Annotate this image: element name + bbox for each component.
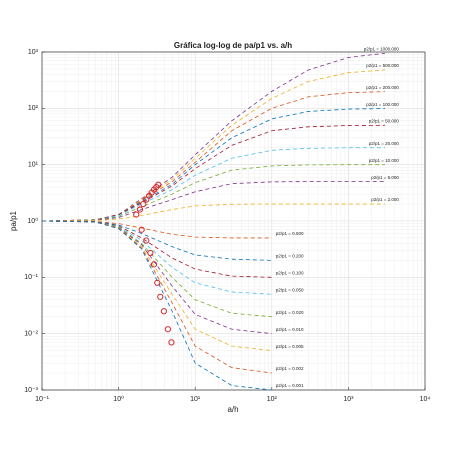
series-line bbox=[41, 203, 385, 222]
series-label: p2/p1 = 0.001 bbox=[276, 383, 304, 388]
series-label: p2/p1 = 0.200 bbox=[276, 254, 304, 259]
series-label: p2/p1 = 1000.000 bbox=[364, 46, 400, 51]
series-label: p2/p1 = 10.000 bbox=[369, 158, 400, 163]
y-tick-label: 10³ bbox=[28, 49, 39, 56]
marker bbox=[155, 181, 162, 188]
series-label: p2/p1 = 2.000 bbox=[371, 197, 399, 202]
y-tick-label: 10⁰ bbox=[27, 217, 38, 225]
chart-title: Gráfica log-log de pa/p1 vs. a/h bbox=[174, 41, 292, 50]
x-tick-label: 10³ bbox=[343, 396, 354, 403]
x-axis-label: a/h bbox=[227, 405, 238, 414]
marker bbox=[133, 211, 140, 218]
y-tick-label: 10⁻² bbox=[24, 331, 38, 338]
marker bbox=[138, 226, 145, 233]
series-label: p2/p1 = 0.010 bbox=[276, 327, 304, 332]
marker bbox=[154, 279, 161, 286]
x-tick-label: 10¹ bbox=[190, 396, 201, 403]
series-line bbox=[41, 181, 385, 222]
series-label: p2/p1 = 0.500 bbox=[276, 231, 304, 236]
marker bbox=[157, 293, 164, 300]
series-line bbox=[41, 164, 385, 222]
marker bbox=[147, 249, 154, 257]
y-tick-label: 10⁻¹ bbox=[24, 274, 38, 281]
x-tick-label: 10⁴ bbox=[420, 396, 431, 403]
x-tick-label: 10² bbox=[267, 396, 278, 403]
series-line bbox=[41, 91, 385, 222]
y-tick-label: 10² bbox=[28, 105, 39, 112]
marker bbox=[168, 339, 175, 346]
marker bbox=[164, 326, 171, 333]
series-label: p2/p1 = 200.000 bbox=[366, 85, 399, 90]
series-label: p2/p1 = 0.050 bbox=[276, 287, 304, 292]
x-tick-label: 10⁻¹ bbox=[35, 396, 49, 403]
series-line bbox=[41, 69, 385, 222]
series-line bbox=[41, 124, 385, 222]
marker bbox=[160, 308, 167, 315]
series-line bbox=[41, 108, 385, 222]
series-label: p2/p1 = 20.000 bbox=[369, 141, 400, 146]
series-line bbox=[41, 220, 272, 239]
series-label: p2/p1 = 5.000 bbox=[371, 175, 399, 180]
series-label: p2/p1 = 500.000 bbox=[366, 63, 399, 68]
series-label: p2/p1 = 50.000 bbox=[369, 118, 400, 123]
series-label: p2/p1 = 100.000 bbox=[366, 102, 399, 107]
y-axis-label: pa/p1 bbox=[9, 210, 18, 231]
series-label: p2/p1 = 0.100 bbox=[276, 271, 304, 276]
series-label: p2/p1 = 0.020 bbox=[276, 310, 304, 315]
marker bbox=[150, 261, 158, 268]
series-label: p2/p1 = 0.002 bbox=[276, 366, 304, 371]
marker bbox=[136, 206, 144, 213]
y-tick-label: 10¹ bbox=[28, 162, 39, 169]
marker bbox=[140, 200, 147, 208]
y-tick-label: 10⁻³ bbox=[24, 387, 38, 394]
series-line bbox=[41, 52, 385, 222]
x-tick-label: 10⁰ bbox=[113, 395, 124, 403]
marker bbox=[143, 237, 150, 244]
series-line bbox=[41, 147, 385, 222]
series-label: p2/p1 = 0.005 bbox=[276, 344, 304, 349]
